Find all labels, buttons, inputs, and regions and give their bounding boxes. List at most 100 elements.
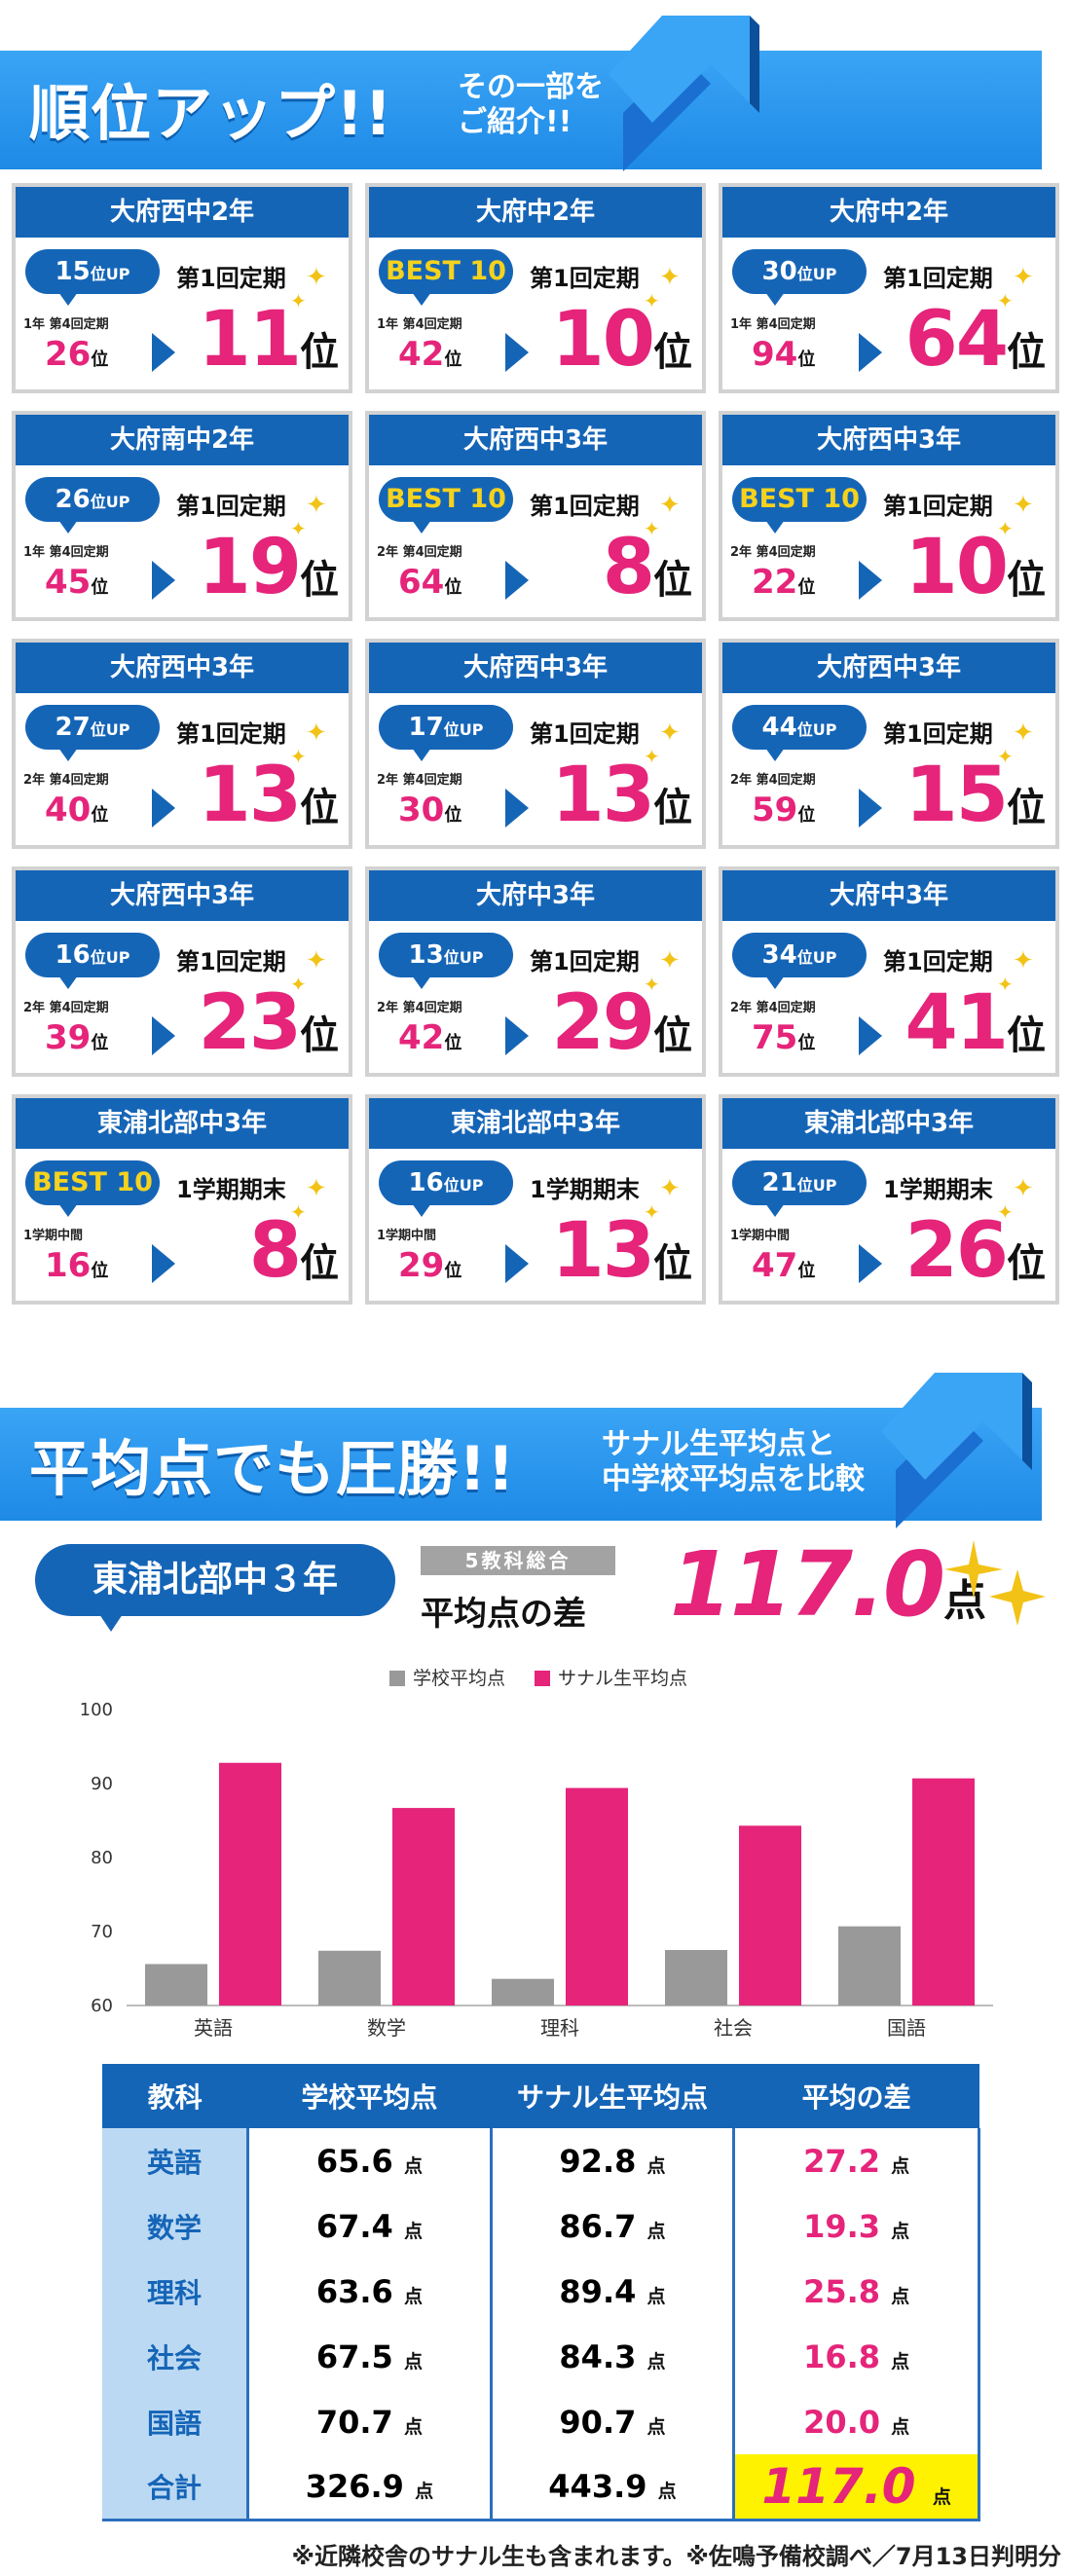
bar bbox=[392, 1808, 455, 2006]
rank-card: 大府西中3年 17位UP 第1回定期 ✦ ✦ 2年 第4回定期 30位 13位 bbox=[365, 639, 706, 849]
table-header-sanaru-average: サナル生平均点 bbox=[491, 2064, 734, 2128]
badge-text: BEST 10 bbox=[739, 484, 860, 514]
rank-up-badge: BEST 10 bbox=[379, 249, 513, 306]
sparkle-icon: ✦ bbox=[659, 1174, 681, 1203]
arrow-right-icon bbox=[505, 333, 529, 372]
up-arrow-icon bbox=[609, 16, 759, 171]
card-school-title: 大府西中3年 bbox=[16, 643, 349, 693]
previous-rank: 40位 bbox=[45, 791, 109, 829]
previous-rank: 64位 bbox=[398, 563, 462, 602]
card-school-title: 大府西中3年 bbox=[722, 643, 1055, 693]
rank-up-badge: 21位UP bbox=[732, 1160, 867, 1217]
badge-unit: 位UP bbox=[90, 493, 130, 511]
rank-card: 大府西中3年 44位UP 第1回定期 ✦ ✦ 2年 第4回定期 59位 15位 bbox=[719, 639, 1059, 849]
average-banner: 平均点でも圧勝!! サナル生平均点と 中学校平均点を比較 bbox=[0, 1363, 1071, 1528]
table-row: 理科 63.6 点 89.4 点 25.8 点 bbox=[102, 2259, 980, 2324]
sparkle-icon: ✦ bbox=[644, 289, 660, 313]
bar bbox=[492, 1978, 554, 2006]
rank-up-badge: 27位UP bbox=[25, 705, 160, 761]
average-subtitle-2: 中学校平均点を比較 bbox=[602, 1462, 865, 1496]
badge-number: 30 bbox=[761, 257, 797, 286]
table-row: 数学 67.4 点 86.7 点 19.3 点 bbox=[102, 2193, 980, 2259]
badge-unit: 位UP bbox=[443, 720, 484, 739]
card-school-title: 大府西中2年 bbox=[16, 187, 349, 238]
average-title: 平均点でも圧勝!! bbox=[29, 1433, 516, 1504]
sparkle-icon: ✦ bbox=[306, 946, 327, 975]
card-school-title: 大府中2年 bbox=[722, 187, 1055, 238]
arrow-right-icon bbox=[152, 1244, 175, 1283]
rank-up-banner: 順位アップ!! その一部を ご紹介!! bbox=[0, 0, 1071, 175]
bar bbox=[219, 1762, 281, 2006]
card-school-title: 大府西中3年 bbox=[16, 870, 349, 921]
badge-unit: 位UP bbox=[90, 948, 130, 967]
sanaru-average-cell: 89.4 点 bbox=[489, 2259, 734, 2324]
sanaru-average-cell: 443.9 点 bbox=[489, 2454, 734, 2521]
badge-unit: 位UP bbox=[90, 720, 130, 739]
legend-swatch bbox=[535, 1671, 550, 1686]
bar bbox=[838, 1926, 901, 2006]
school-average-cell: 63.6 点 bbox=[246, 2259, 492, 2324]
average-score-bar-chart: 学校平均点 サナル生平均点 60 70 80 90 100 英語 数学 理科 社会 国語 bbox=[80, 1668, 993, 2040]
sparkle-icon: ✦ bbox=[290, 1200, 307, 1224]
footnote: ※近隣校舎のサナル生も含まれます。※佐鳴予備校調べ／7月13日判明分 bbox=[291, 2543, 1061, 2570]
total-difference-value: 117.0点 bbox=[670, 1532, 987, 1637]
current-rank: 64位 bbox=[905, 296, 1046, 384]
current-exam-label: 第1回定期 bbox=[530, 265, 640, 292]
current-exam-label: 第1回定期 bbox=[530, 720, 640, 748]
difference-cell: 27.2 点 bbox=[732, 2128, 980, 2193]
difference-cell: 117.0 点 bbox=[732, 2454, 980, 2521]
table-row: 合計 326.9 点 443.9 点 117.0 点 bbox=[102, 2454, 980, 2521]
rank-up-badge: 26位UP bbox=[25, 477, 160, 534]
sparkle-icon: ✦ bbox=[290, 745, 307, 768]
sparkle-icon: ✦ bbox=[644, 973, 660, 996]
arrow-right-icon bbox=[152, 789, 175, 828]
rank-card: 大府中3年 13位UP 第1回定期 ✦ ✦ 2年 第4回定期 42位 29位 bbox=[365, 866, 706, 1077]
rank-card: 東浦北部中3年 BEST 10 1学期期末 ✦ ✦ 1学期中間 16位 8位 bbox=[12, 1094, 352, 1305]
previous-rank: 22位 bbox=[752, 563, 816, 602]
sparkle-icon: ✦ bbox=[1013, 946, 1034, 975]
badge-number: 13 bbox=[408, 940, 444, 970]
rank-up-badge: 17位UP bbox=[379, 705, 513, 761]
sparkle-icon: ✦ bbox=[659, 718, 681, 748]
previous-rank: 94位 bbox=[752, 335, 816, 374]
sparkle-icon: ✦ bbox=[306, 491, 327, 520]
rank-up-badge: 13位UP bbox=[379, 933, 513, 989]
current-exam-label: 第1回定期 bbox=[176, 265, 286, 292]
sparkle-icon bbox=[944, 1540, 1046, 1626]
rank-up-title: 順位アップ!! bbox=[29, 78, 393, 149]
sparkle-icon: ✦ bbox=[290, 973, 307, 996]
current-exam-label: 1学期期末 bbox=[883, 1176, 993, 1203]
rank-card: 大府中3年 34位UP 第1回定期 ✦ ✦ 2年 第4回定期 75位 41位 bbox=[719, 866, 1059, 1077]
rank-up-badge: 16位UP bbox=[25, 933, 160, 989]
badge-number: 21 bbox=[761, 1168, 797, 1197]
legend-label: サナル生平均点 bbox=[558, 1668, 687, 1689]
bar bbox=[145, 1964, 207, 2006]
rank-card: 大府西中3年 27位UP 第1回定期 ✦ ✦ 2年 第4回定期 40位 13位 bbox=[12, 639, 352, 849]
subject-cell: 数学 bbox=[102, 2193, 248, 2259]
sparkle-icon: ✦ bbox=[997, 745, 1014, 768]
current-exam-label: 第1回定期 bbox=[530, 948, 640, 975]
current-exam-label: 第1回定期 bbox=[176, 493, 286, 520]
badge-unit: 位UP bbox=[90, 265, 130, 283]
table-row: 英語 65.6 点 92.8 点 27.2 点 bbox=[102, 2128, 980, 2193]
y-tick-label: 100 bbox=[80, 1700, 113, 1720]
current-rank: 23位 bbox=[198, 979, 339, 1067]
rank-up-badge: BEST 10 bbox=[25, 1160, 160, 1217]
previous-rank: 16位 bbox=[45, 1246, 109, 1285]
arrow-right-icon bbox=[859, 1016, 882, 1055]
rank-up-badge: 15位UP bbox=[25, 249, 160, 306]
sanaru-average-cell: 92.8 点 bbox=[489, 2128, 734, 2193]
current-exam-label: 1学期期末 bbox=[176, 1176, 286, 1203]
previous-rank: 75位 bbox=[752, 1018, 816, 1057]
difference-cell: 25.8 点 bbox=[732, 2259, 980, 2324]
badge-unit: 位UP bbox=[796, 948, 837, 967]
rank-up-subtitle-2: ご紹介!! bbox=[458, 105, 572, 139]
previous-exam-label: 1年 第4回定期 bbox=[730, 317, 816, 332]
current-exam-label: 第1回定期 bbox=[176, 948, 286, 975]
previous-exam-label: 1年 第4回定期 bbox=[377, 317, 462, 332]
arrow-right-icon bbox=[859, 561, 882, 600]
y-tick-label: 80 bbox=[91, 1848, 113, 1868]
sparkle-icon: ✦ bbox=[306, 263, 327, 292]
five-subjects-label: 5教科総合 bbox=[421, 1546, 615, 1575]
badge-unit: 位UP bbox=[796, 265, 837, 283]
